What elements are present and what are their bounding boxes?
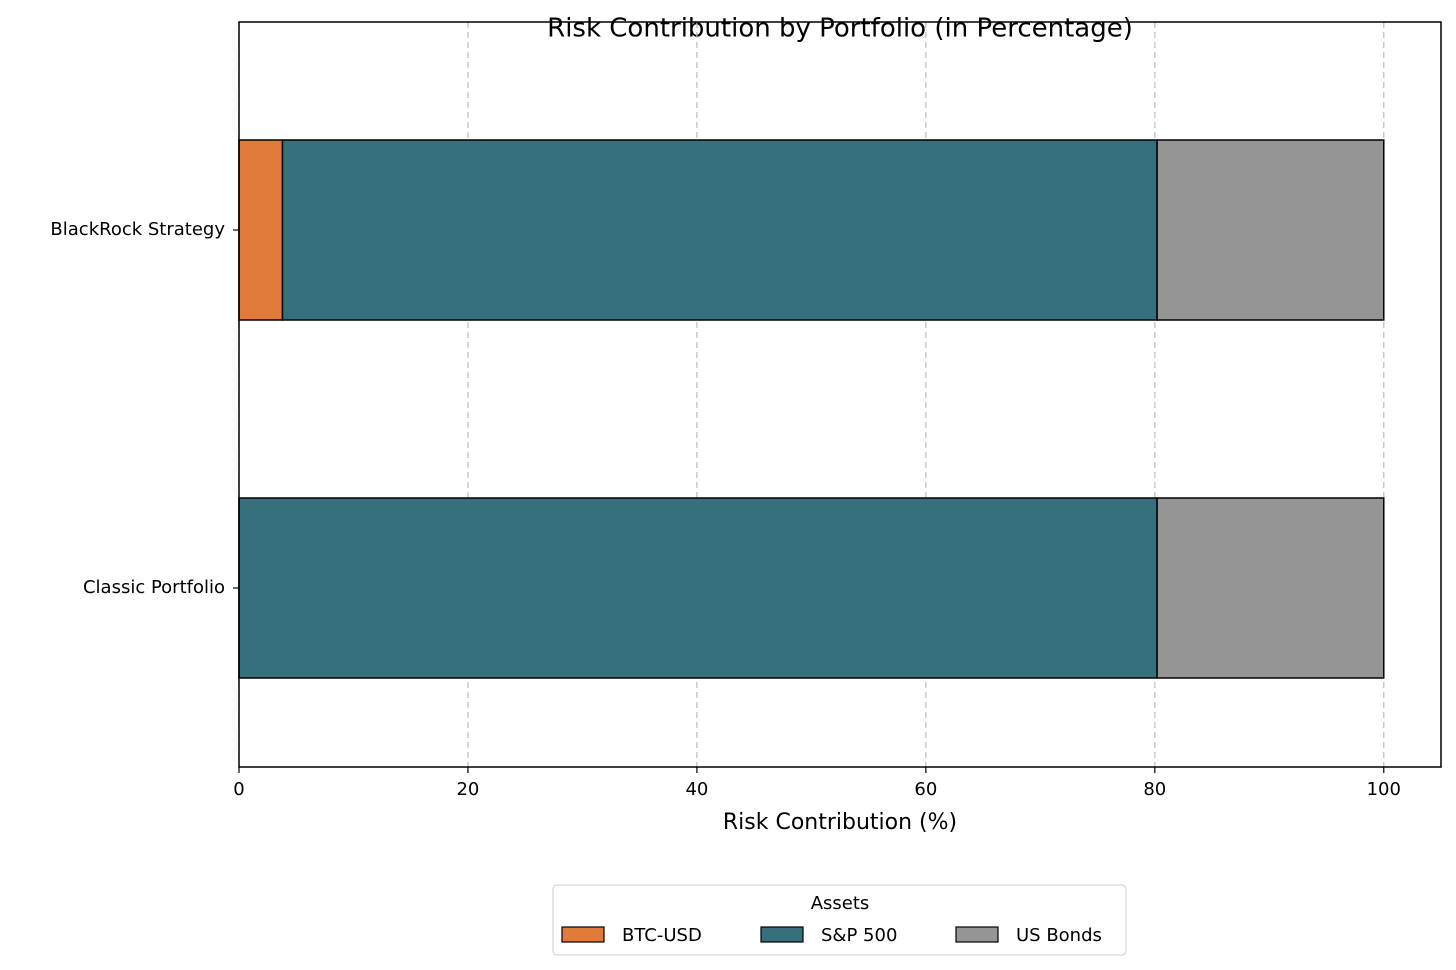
x-tick-label: 100 bbox=[1367, 779, 1401, 800]
y-tick-label: Classic Portfolio bbox=[83, 577, 225, 598]
legend-label: S&P 500 bbox=[821, 925, 897, 946]
x-tick-label: 60 bbox=[914, 779, 937, 800]
legend-title: Assets bbox=[811, 893, 870, 914]
bar-segment bbox=[281, 139, 1158, 321]
legend: BTC-USD S&P 500 US Bonds bbox=[561, 925, 1102, 946]
legend-swatch bbox=[760, 926, 804, 943]
y-tick-label: BlackRock Strategy bbox=[50, 219, 225, 240]
x-tick-label: 40 bbox=[685, 779, 708, 800]
x-tick-label: 0 bbox=[233, 779, 244, 800]
legend-swatch bbox=[561, 926, 605, 943]
chart-title: Risk Contribution by Portfolio (in Perce… bbox=[547, 14, 1133, 44]
x-tick-label: 80 bbox=[1143, 779, 1166, 800]
bar-segment bbox=[1156, 497, 1385, 679]
legend-swatch bbox=[955, 926, 999, 943]
axes: 0 20 40 60 80 100 Classic Portfolio BlackRock S… bbox=[50, 219, 1401, 800]
bar-segment bbox=[238, 139, 284, 321]
bar-segment bbox=[238, 497, 1158, 679]
x-axis-label: Risk Contribution (%) bbox=[723, 810, 957, 835]
plot-frame bbox=[238, 21, 1442, 768]
x-tick-label: 20 bbox=[456, 779, 479, 800]
bar-segment bbox=[1156, 139, 1385, 321]
legend-label: BTC-USD bbox=[622, 925, 702, 946]
legend-label: US Bonds bbox=[1016, 925, 1102, 946]
bars bbox=[238, 139, 1385, 679]
